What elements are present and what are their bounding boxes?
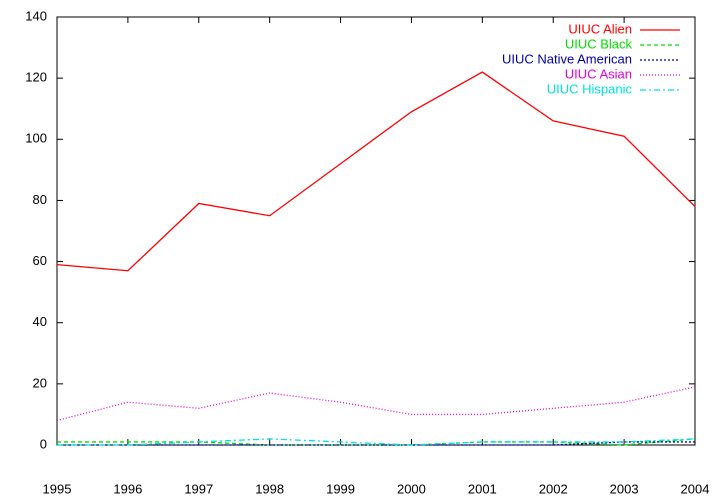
plot-border: [56, 16, 696, 446]
legend-label: UIUC Hispanic: [547, 81, 633, 96]
x-tick-label: 2002: [539, 481, 568, 496]
x-tick-label: 1996: [113, 481, 142, 496]
x-tick-label: 2003: [610, 481, 639, 496]
legend-label: UIUC Native American: [502, 51, 632, 66]
series-line: [56, 386, 696, 422]
y-tick-label: 80: [33, 192, 47, 207]
x-tick-label: 2000: [397, 481, 426, 496]
x-tick-label: 2001: [468, 481, 497, 496]
legend-label: UIUC Black: [565, 36, 633, 51]
legend-label: UIUC Asian: [565, 66, 632, 81]
x-tick-label: 1997: [184, 481, 213, 496]
y-tick-label: 0: [40, 436, 47, 451]
x-tick-label: 2004: [681, 481, 710, 496]
legend-label: UIUC Alien: [568, 21, 632, 36]
series-line: [57, 438, 696, 446]
y-tick-label: 20: [33, 375, 47, 390]
y-tick-label: 40: [33, 314, 47, 329]
y-tick-label: 100: [25, 131, 47, 146]
x-tick-label: 1999: [326, 481, 355, 496]
series-line: [56, 71, 696, 272]
y-tick-label: 140: [25, 8, 47, 23]
y-tick-label: 60: [33, 253, 47, 268]
x-tick-label: 1998: [255, 481, 284, 496]
y-tick-label: 120: [25, 70, 47, 85]
x-tick-label: 1995: [43, 481, 72, 496]
